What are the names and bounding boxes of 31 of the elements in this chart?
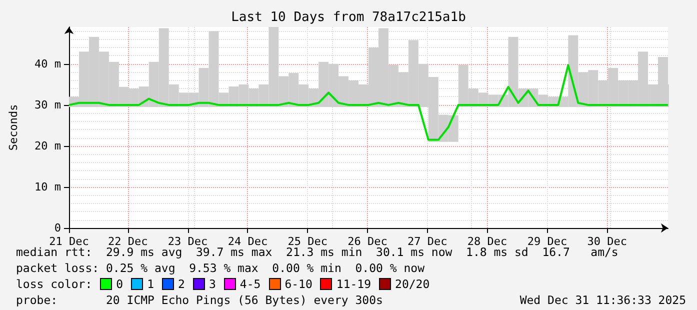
line-series: [68, 64, 669, 141]
text: 6-10: [284, 277, 312, 291]
text: 3: [208, 277, 216, 291]
y-tick-label: 20 m: [34, 139, 62, 152]
text: loss color:: [16, 277, 92, 291]
x-tick-label: 25 Dec: [288, 235, 328, 248]
text: 20/20: [395, 277, 430, 291]
text: 1: [147, 277, 154, 291]
x-tick-label: 28 Dec: [467, 235, 508, 248]
y-tick-label: 40 m: [34, 57, 62, 70]
x-tick-label: 21 Dec: [49, 235, 89, 248]
x-tick-label: 22 Dec: [108, 235, 148, 248]
chart-title: Last 10 Days from 78a17c215a1b: [231, 10, 466, 25]
text: median rtt: 29.9 ms avg 39.7 ms max 21.3 ms min 30.1 ms now 1.8 ms sd 16.7 am/s: [16, 245, 618, 259]
text: 11-19: [336, 277, 372, 291]
y-tick-label: 10 m: [34, 180, 62, 194]
text: packet loss: 0.25 % avg 9.53 % max 0.00 % min 0.00 % now: [16, 261, 424, 275]
y-tick-label: 0: [54, 222, 61, 234]
text: 0: [116, 277, 124, 291]
text: Wed Dec 31 11:36:33 2025: [520, 292, 686, 308]
text: probe: 20 ICMP Echo Pings (56 Bytes) every 300s: [16, 293, 383, 307]
x-tick-label: 30 Dec: [587, 235, 627, 248]
x-tick-label: 27 Dec: [408, 235, 448, 248]
y-tick-label: 30 m: [34, 98, 62, 112]
x-tick-label: 23 Dec: [168, 235, 208, 248]
x-tick-label: 29 Dec: [527, 235, 568, 248]
x-tick-label: 24 Dec: [228, 235, 268, 248]
text: 4-5: [240, 277, 261, 291]
x-tick-label: 26 Dec: [348, 235, 388, 248]
y-axis-title: Seconds: [7, 104, 20, 151]
text: 2: [178, 277, 185, 291]
